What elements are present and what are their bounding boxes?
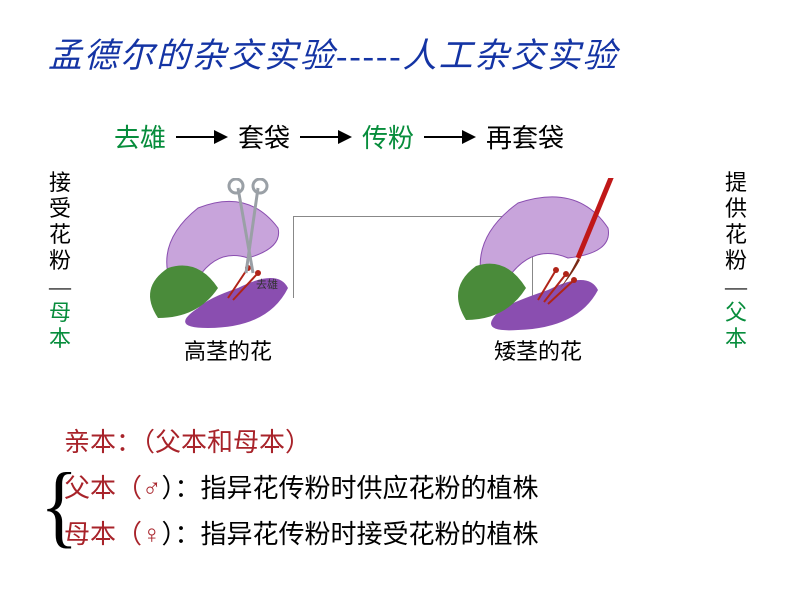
female-symbol-icon: ♀	[142, 520, 162, 549]
diagram-area: 接 受 花 粉 — 母 本 提 供 花 粉 — 父 本	[48, 160, 748, 380]
label-char: 本	[724, 326, 748, 352]
flower-right-svg	[448, 178, 628, 338]
label-char: —	[724, 274, 748, 300]
def-parents-text: 亲本：（父本和母本）	[64, 428, 311, 457]
flower-left-caption: 高茎的花	[184, 334, 272, 366]
steps-row: 去雄 套袋 传粉 再套袋	[110, 118, 568, 155]
title-dashes: -----	[336, 38, 403, 75]
label-char: 受	[48, 196, 72, 222]
arrow-icon	[300, 127, 352, 147]
male-symbol-icon: ♂	[142, 474, 162, 503]
def-father-label: 父本（	[64, 474, 142, 503]
label-char: 供	[724, 196, 748, 222]
inner-caption: 去雄	[256, 277, 278, 291]
label-char: 粉	[724, 248, 748, 274]
title-part2: 人工杂交实验	[403, 38, 619, 75]
arrow-icon	[176, 127, 228, 147]
def-mother-rest: ）：指异花传粉时接受花粉的植株	[162, 520, 539, 549]
flower-left: 去雄 高茎的花	[138, 178, 318, 338]
label-char: 父	[724, 300, 748, 326]
label-char: —	[48, 274, 72, 300]
left-side-label: 接 受 花 粉 — 母 本	[48, 170, 72, 352]
title-part1: 孟德尔的杂交实验	[48, 38, 336, 75]
label-char: 粉	[48, 248, 72, 274]
def-father-rest: ）：指异花传粉时供应花粉的植株	[162, 474, 539, 503]
step-3: 传粉	[358, 118, 418, 155]
flower-area: 去雄 高茎的花 矮茎的花	[108, 160, 668, 380]
label-char: 花	[724, 222, 748, 248]
slide-title: 孟德尔的杂交实验-----人工杂交实验	[48, 28, 619, 77]
flower-right-caption: 矮茎的花	[494, 334, 582, 366]
label-char: 母	[48, 300, 72, 326]
def-parents: 亲本：（父本和母本）	[64, 420, 539, 466]
step-2: 套袋	[234, 118, 294, 155]
step-1: 去雄	[110, 118, 170, 155]
definitions: 亲本：（父本和母本） 父本（♂）：指异花传粉时供应花粉的植株 母本（♀）：指异花…	[64, 420, 539, 558]
flower-right: 矮茎的花	[448, 178, 628, 338]
label-char: 提	[724, 170, 748, 196]
label-char: 本	[48, 326, 72, 352]
label-char: 花	[48, 222, 72, 248]
step-4: 再套袋	[482, 118, 568, 155]
label-char: 接	[48, 170, 72, 196]
right-side-label: 提 供 花 粉 — 父 本	[724, 170, 748, 352]
def-mother-label: 母本（	[64, 520, 142, 549]
arrow-icon	[424, 127, 476, 147]
def-mother: 母本（♀）：指异花传粉时接受花粉的植株	[64, 512, 539, 558]
flower-left-svg: 去雄	[138, 178, 318, 338]
def-father: 父本（♂）：指异花传粉时供应花粉的植株	[64, 466, 539, 512]
